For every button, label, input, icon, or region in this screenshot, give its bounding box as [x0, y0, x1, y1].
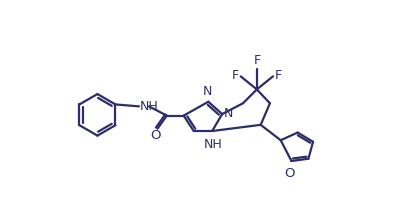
Text: F: F	[274, 69, 281, 82]
Text: O: O	[150, 129, 160, 142]
Text: N: N	[202, 85, 212, 98]
Text: NH: NH	[203, 138, 222, 151]
Text: O: O	[284, 167, 294, 180]
Text: F: F	[253, 54, 260, 67]
Text: NH: NH	[140, 100, 158, 113]
Text: F: F	[231, 69, 239, 82]
Text: N: N	[223, 107, 233, 120]
